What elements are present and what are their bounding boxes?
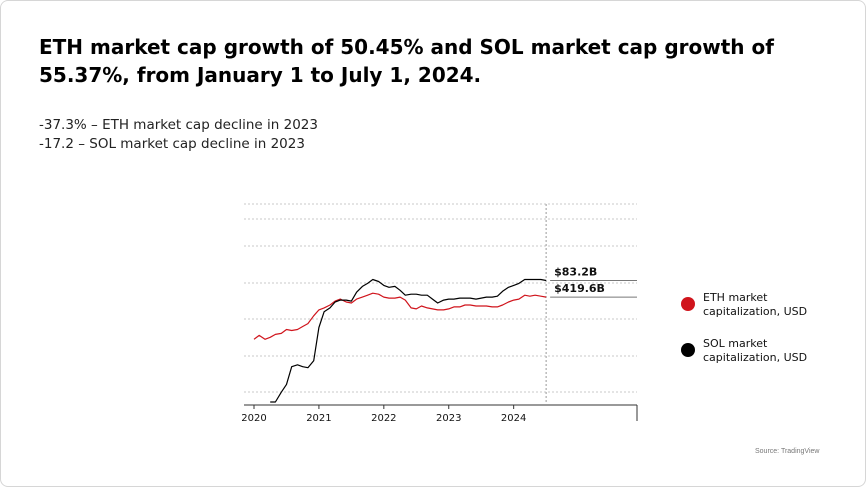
eth-dot-icon xyxy=(681,297,695,311)
chart-value-labels: $419.6B $83.2B xyxy=(550,265,637,298)
eth-value-label: $419.6B xyxy=(554,282,605,295)
x-tick-label-2024: 2024 xyxy=(501,413,526,424)
chart-grid xyxy=(244,203,637,393)
x-tick-label-2022: 2022 xyxy=(371,413,396,424)
sol-series-line xyxy=(270,278,547,403)
chart-axes: 2020 2021 2022 2023 2024 xyxy=(241,204,638,424)
stat-eth-decline: -37.3% – ETH market cap decline in 2023 xyxy=(39,117,318,133)
stat-sol-decline: -17.2 – SOL market cap decline in 2023 xyxy=(39,136,305,152)
chart-series xyxy=(253,278,547,403)
source-note: Source: TradingView xyxy=(755,448,820,455)
page-title: ETH market cap growth of 50.45% and SOL … xyxy=(39,35,774,87)
legend-label-sol: SOL market capitalization, USD xyxy=(703,337,808,364)
x-tick-label-2023: 2023 xyxy=(436,413,461,424)
sol-value-label: $83.2B xyxy=(554,265,597,278)
eth-series-line xyxy=(253,292,547,340)
legend-label-eth: ETH market capitalization, USD xyxy=(703,291,808,318)
x-tick-label-2020: 2020 xyxy=(241,413,266,424)
stats-block: -37.3% – ETH market cap decline in 2023 … xyxy=(39,116,318,154)
sol-dot-icon xyxy=(681,343,695,357)
x-tick-label-2021: 2021 xyxy=(306,413,331,424)
